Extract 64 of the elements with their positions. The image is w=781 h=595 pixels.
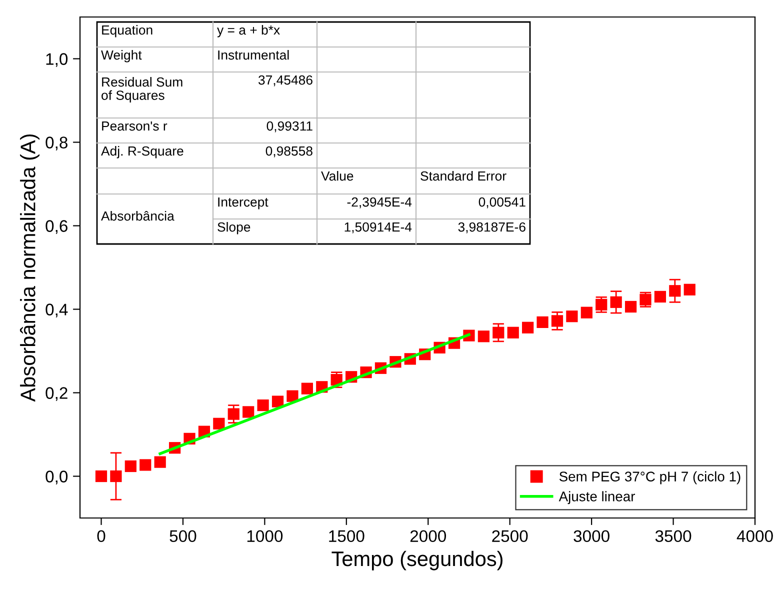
annotation: Instrumental <box>218 50 289 60</box>
point <box>272 396 284 408</box>
annotation: -2,3945E-4 <box>347 197 412 208</box>
x-tick-label: 2000 <box>410 530 446 542</box>
annotation: Weight <box>101 50 142 62</box>
point <box>536 316 548 328</box>
annotation: Intercept <box>218 197 268 210</box>
annotation: y = a + b*x <box>217 25 280 38</box>
legend-label: Sem PEG 37°C pH 7 (ciclo 1) <box>559 471 740 484</box>
point <box>669 285 681 297</box>
x-tick-label: 3500 <box>655 530 692 542</box>
annotation: 0,00541 <box>478 197 526 208</box>
y-tick-label: 0,2 <box>46 387 68 401</box>
annotation: Absorbância <box>101 210 174 221</box>
annotation: 0,99311 <box>266 121 312 132</box>
y-tick-label: 0,8 <box>46 136 68 150</box>
annotation: Standard Error <box>420 171 506 181</box>
point <box>492 326 504 338</box>
x-tick-label: 0 <box>97 530 106 542</box>
y-tick-label: 1,0 <box>46 53 68 67</box>
annotation: Equation <box>102 25 152 38</box>
x-tick-label: 4000 <box>736 530 773 542</box>
point <box>140 459 152 471</box>
point <box>154 456 166 468</box>
point <box>507 326 519 338</box>
annotation: Slope <box>218 222 250 234</box>
x-tick-label: 1000 <box>247 530 283 542</box>
y-tick-label: 0,6 <box>46 220 68 234</box>
point <box>566 310 578 322</box>
annotation: Pearson's r <box>102 121 168 131</box>
annotation: 37,45486 <box>258 75 312 86</box>
point <box>124 460 136 472</box>
y-tick-label: 0,4 <box>46 304 68 318</box>
point <box>228 408 240 420</box>
x-tick-label: 3000 <box>574 530 610 542</box>
legend-label: Ajuste linear <box>558 491 636 504</box>
point <box>242 406 254 418</box>
point <box>580 306 592 318</box>
y-axis-title: Absorbância normalizada (A) <box>20 134 40 402</box>
annotation: Value <box>321 171 354 181</box>
point <box>551 315 564 327</box>
point <box>596 298 608 310</box>
point <box>522 322 534 334</box>
point <box>110 470 122 482</box>
point <box>301 382 313 394</box>
point <box>257 399 269 412</box>
point <box>213 418 225 430</box>
point <box>684 284 696 296</box>
annotation: 1,50914E-4 <box>344 222 412 234</box>
point <box>624 300 637 313</box>
point <box>654 290 666 303</box>
y-tick-label: 0,0 <box>46 470 68 484</box>
annotation: Residual Sum of Squares <box>102 77 182 103</box>
x-tick-label: 500 <box>170 530 196 542</box>
x-tick-label: 2500 <box>492 530 528 542</box>
point <box>95 470 108 482</box>
annotation: 0,98558 <box>266 146 312 158</box>
x-tick-label: 1500 <box>329 530 364 542</box>
x-axis-title: Tempo (segundos) <box>332 550 502 570</box>
annotation: Adj. R-Square <box>101 146 184 158</box>
point <box>610 296 622 308</box>
point <box>286 390 298 402</box>
point <box>478 330 490 342</box>
annotation: 3,98187E-6 <box>458 222 526 234</box>
